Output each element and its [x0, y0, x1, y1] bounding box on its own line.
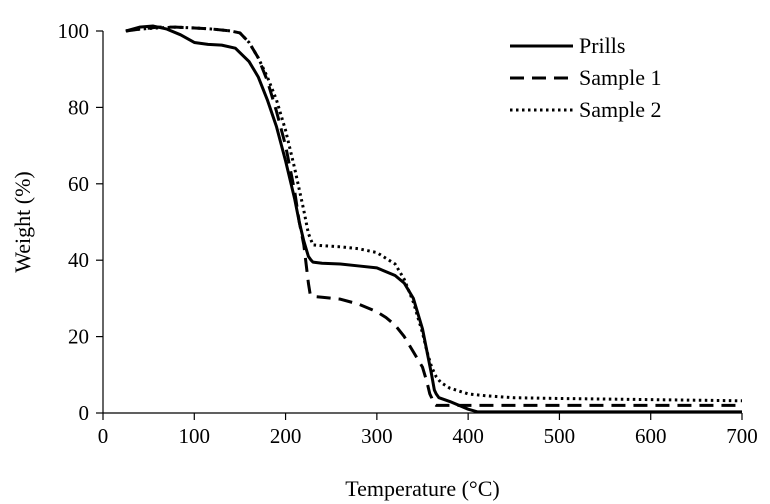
x-tick-label: 400 — [452, 424, 484, 448]
x-tick-label: 200 — [270, 424, 302, 448]
x-tick-label: 0 — [98, 424, 109, 448]
y-tick-label: 20 — [68, 325, 89, 349]
x-tick-label: 500 — [544, 424, 576, 448]
series-line-prills — [125, 24, 742, 414]
x-tick-label: 300 — [361, 424, 393, 448]
y-tick-label: 40 — [68, 248, 89, 272]
x-tick-label: 600 — [635, 424, 667, 448]
y-tick-label: 80 — [68, 95, 89, 119]
y-tick-label: 100 — [58, 19, 90, 43]
legend-label: Sample 2 — [579, 97, 662, 122]
series-line-sample-2 — [125, 25, 743, 403]
x-axis-title: Temperature (°C) — [345, 476, 499, 501]
y-tick-label: 60 — [68, 172, 89, 196]
legend: Prills Sample 1 Sample 2 — [510, 33, 662, 122]
x-tick-label: 100 — [179, 424, 211, 448]
y-tick-label: 0 — [79, 401, 90, 425]
ticks: 0 100 200 300 400 500 600 700 0 20 40 60 80 100 — [58, 19, 758, 448]
legend-label: Sample 1 — [579, 65, 662, 90]
y-axis-title: Weight (%) — [10, 171, 35, 272]
plot-area — [125, 24, 743, 414]
legend-label: Prills — [579, 33, 625, 58]
x-tick-label: 700 — [726, 424, 758, 448]
axes — [102, 31, 742, 414]
